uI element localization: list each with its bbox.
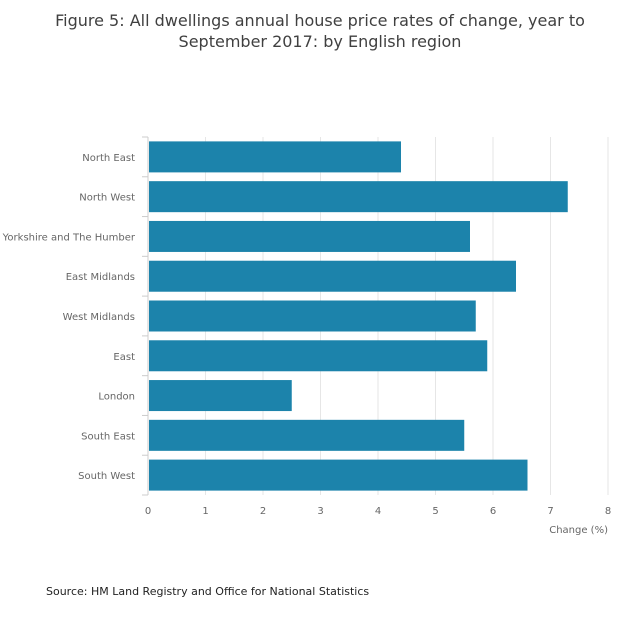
source-note: Source: HM Land Registry and Office for … <box>46 585 370 598</box>
x-tick-label: 6 <box>490 506 496 517</box>
bar-south-west <box>149 459 528 491</box>
bar-south-east <box>149 419 465 451</box>
y-category-label: Yorkshire and The Humber <box>2 232 136 243</box>
x-tick-label: 4 <box>375 506 381 517</box>
x-tick-label: 3 <box>317 506 323 517</box>
x-tick-label: 1 <box>202 506 208 517</box>
bar-yorkshire-and-the-humber <box>149 220 470 252</box>
y-category-label: North West <box>79 193 135 204</box>
bar-east <box>149 340 488 372</box>
y-category-label: South East <box>81 431 135 442</box>
y-category-label: North East <box>82 153 135 164</box>
bar-west-midlands <box>149 300 476 332</box>
y-category-label: East <box>113 352 135 363</box>
chart-title-line-1: Figure 5: All dwellings annual house pri… <box>55 11 585 30</box>
x-tick-label: 7 <box>547 506 553 517</box>
chart-title: Figure 5: All dwellings annual house pri… <box>20 10 620 52</box>
x-tick-label: 5 <box>432 506 438 517</box>
bar-north-west <box>149 181 568 213</box>
x-tick-label: 8 <box>605 506 611 517</box>
y-category-label: London <box>98 392 135 403</box>
x-tick-label: 2 <box>260 506 266 517</box>
y-category-label: West Midlands <box>63 312 135 323</box>
bar-north-east <box>149 141 401 173</box>
y-category-label: South West <box>78 471 135 482</box>
chart-title-line-2: September 2017: by English region <box>178 32 462 51</box>
bar-east-midlands <box>149 260 516 292</box>
bar-london <box>149 380 292 412</box>
x-axis-title: Change (%) <box>549 525 608 536</box>
x-tick-label: 0 <box>145 506 151 517</box>
y-category-label: East Midlands <box>66 272 135 283</box>
